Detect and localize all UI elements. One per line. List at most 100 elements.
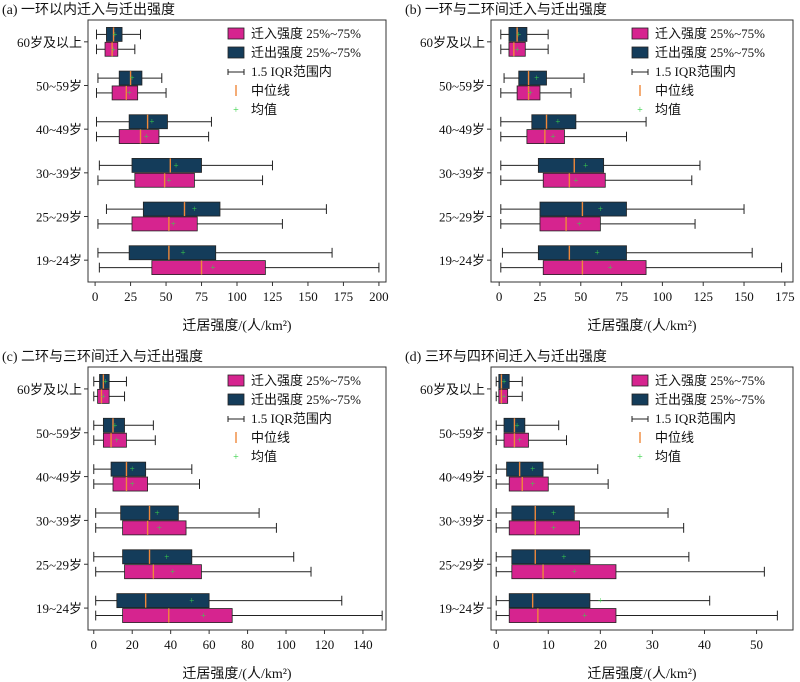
box-in xyxy=(526,129,565,144)
legend-swatch-mean: + xyxy=(637,105,643,116)
legend-label: 均值 xyxy=(251,102,277,117)
x-tick-label: 200 xyxy=(369,289,389,304)
mean-marker-in: + xyxy=(517,435,522,445)
mean-marker-out: + xyxy=(551,508,556,518)
box-out xyxy=(128,245,217,261)
box-in xyxy=(104,41,119,57)
box-in xyxy=(498,388,509,404)
mean-marker-out: + xyxy=(501,376,506,386)
x-axis-label: 迁居强度/(人/km²) xyxy=(182,666,292,682)
chart-panel-3: (c) 二环与三环间迁入与迁出强度 0 20 40 60 80 100 120 140 迁居强度/… xyxy=(2,349,387,682)
legend-swatch-in xyxy=(631,374,649,387)
x-tick-label: 75 xyxy=(615,289,628,304)
mean-marker-in: + xyxy=(111,44,116,54)
box-out xyxy=(116,593,210,609)
x-tick-label: 80 xyxy=(241,637,254,652)
x-tick-label: 120 xyxy=(315,637,335,652)
mean-marker-in: + xyxy=(551,523,556,533)
category-label: 19~24岁 xyxy=(36,601,82,616)
mean-marker-in: + xyxy=(201,611,206,621)
legend-label: 中位线 xyxy=(655,430,694,445)
x-tick-label: 150 xyxy=(298,289,318,304)
x-axis-label: 迁居强度/(人/km²) xyxy=(587,318,697,334)
category-label: 30~39岁 xyxy=(36,513,82,528)
mean-marker-out: + xyxy=(164,552,169,562)
box-in xyxy=(131,216,198,232)
category-label: 25~29岁 xyxy=(439,210,485,225)
legend-label: 中位线 xyxy=(655,83,694,98)
box-out xyxy=(99,374,110,389)
x-tick-label: 50 xyxy=(574,289,587,304)
mean-marker-in: + xyxy=(114,435,119,445)
mean-marker-in: + xyxy=(157,523,162,533)
x-tick-label: 0 xyxy=(493,637,500,652)
mean-marker-out: + xyxy=(583,160,588,170)
box-out xyxy=(498,374,510,389)
legend-label: 均值 xyxy=(251,449,277,464)
mean-marker-out: + xyxy=(534,73,539,83)
legend-label: 中位线 xyxy=(251,83,290,98)
x-axis-label: 迁居强度/(人/km²) xyxy=(182,318,292,334)
mean-marker-out: + xyxy=(598,596,603,606)
box-in xyxy=(118,129,160,144)
mean-marker-out: + xyxy=(155,508,160,518)
box-in xyxy=(508,608,617,623)
chart-panel-4: (d) 三环与四环间迁入与迁出强度 0 10 20 30 40 50 迁居强度/(人/km²)… xyxy=(405,349,794,682)
category-label: 60岁及以上 xyxy=(420,35,485,50)
box-in xyxy=(97,388,110,404)
legend-swatch-out xyxy=(631,46,649,59)
box-out xyxy=(131,158,202,173)
x-axis-label: 迁居强度/(人/km²) xyxy=(587,666,697,682)
legend-swatch-out xyxy=(227,46,245,59)
mean-marker-in: + xyxy=(171,219,176,229)
plot-frame xyxy=(490,19,794,283)
panel-title: (c) 二环与三环间迁入与迁出强度 xyxy=(2,349,203,365)
box-in xyxy=(102,432,127,448)
box-in xyxy=(122,608,233,623)
box-in xyxy=(508,520,580,536)
mean-marker-in: + xyxy=(144,132,149,142)
legend-label: 迁入强度 25%~75% xyxy=(251,26,361,41)
box-out xyxy=(106,27,123,42)
mean-marker-in: + xyxy=(608,263,613,273)
mean-marker-in: + xyxy=(101,391,106,401)
chart-panel-2: (b) 一环与二环间迁入与迁出强度 0 25 50 75 100 125 150 175 迁居强度… xyxy=(405,2,795,334)
x-tick-label: 10 xyxy=(542,637,555,652)
mean-marker-in: + xyxy=(577,219,582,229)
box-in xyxy=(151,260,266,275)
x-tick-label: 30 xyxy=(646,637,659,652)
legend-label: 迁出强度 25%~75% xyxy=(251,45,361,60)
x-tick-label: 0 xyxy=(91,637,98,652)
category-label: 25~29岁 xyxy=(439,557,485,572)
x-tick-label: 50 xyxy=(160,289,173,304)
x-tick-label: 100 xyxy=(227,289,247,304)
mean-marker-out: + xyxy=(103,376,108,386)
mean-marker-out: + xyxy=(595,248,600,258)
category-label: 50~59岁 xyxy=(36,426,82,441)
mean-marker-out: + xyxy=(598,204,603,214)
panel-title: (d) 三环与四环间迁入与迁出强度 xyxy=(405,349,607,365)
plot-frame xyxy=(490,366,794,631)
mean-marker-out: + xyxy=(130,464,135,474)
mean-marker-in: + xyxy=(572,567,577,577)
mean-marker-in: + xyxy=(127,88,132,98)
legend-label: 均值 xyxy=(655,449,681,464)
category-label: 60岁及以上 xyxy=(420,382,485,397)
box-in xyxy=(511,564,617,580)
legend-label: 1.5 IQR范围内 xyxy=(251,411,332,426)
box-out xyxy=(142,201,221,217)
mean-marker-out: + xyxy=(530,464,535,474)
mean-marker-out: + xyxy=(189,596,194,606)
legend-swatch-in xyxy=(227,27,245,40)
box-out xyxy=(508,593,591,609)
legend-label: 中位线 xyxy=(251,430,290,445)
x-tick-label: 0 xyxy=(496,289,503,304)
category-label: 50~59岁 xyxy=(36,79,82,94)
category-label: 60岁及以上 xyxy=(17,382,82,397)
category-label: 30~39岁 xyxy=(439,513,485,528)
box-in xyxy=(111,85,139,101)
mean-marker-out: + xyxy=(181,248,186,258)
category-label: 19~24岁 xyxy=(36,253,82,268)
category-label: 40~49岁 xyxy=(36,122,82,137)
